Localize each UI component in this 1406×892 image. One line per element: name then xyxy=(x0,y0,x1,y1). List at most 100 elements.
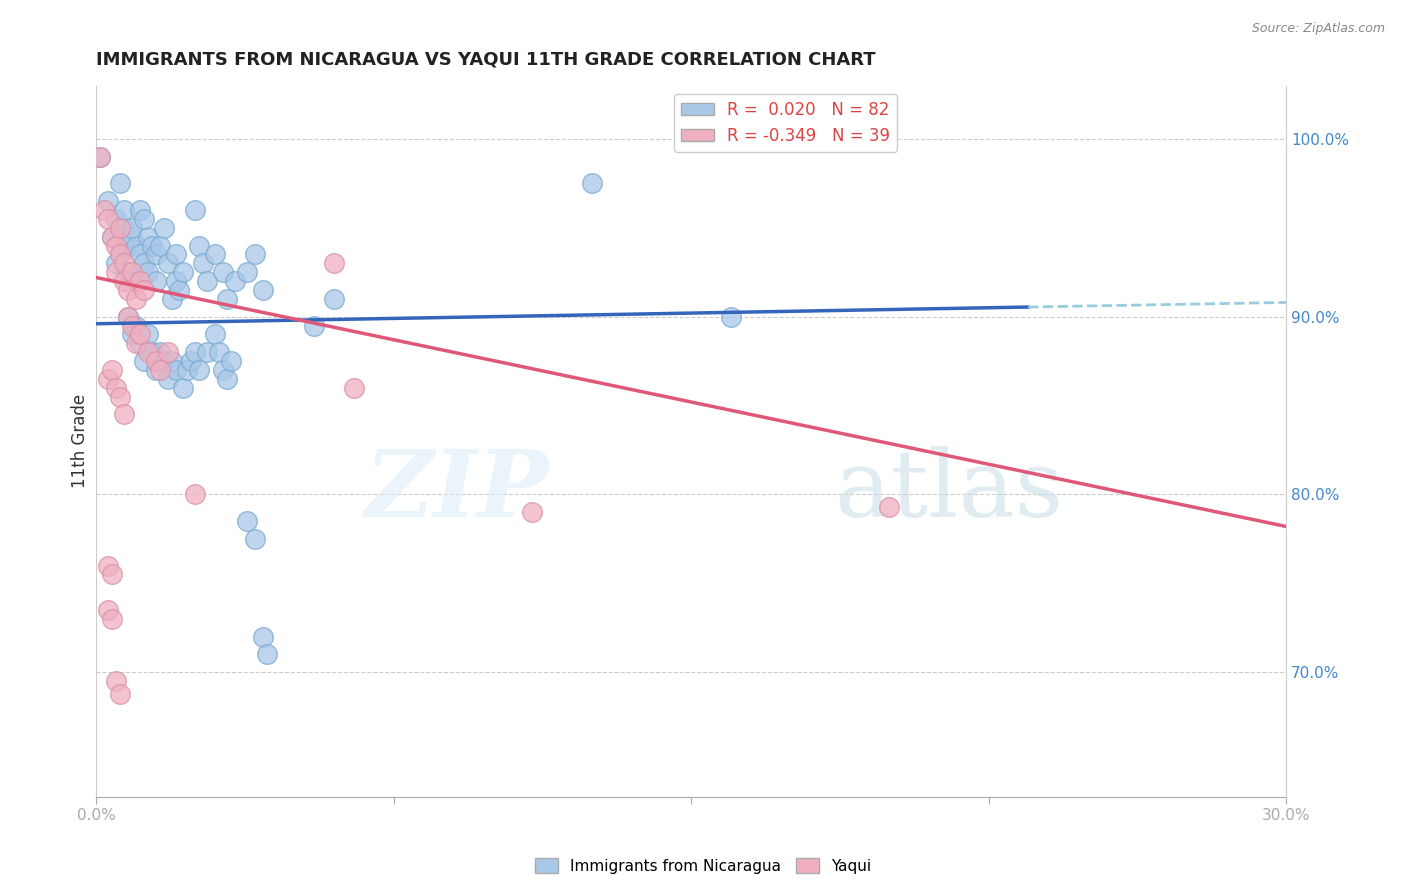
Point xyxy=(121,327,143,342)
Point xyxy=(149,238,172,252)
Point xyxy=(224,274,246,288)
Point xyxy=(121,265,143,279)
Point xyxy=(89,150,111,164)
Point xyxy=(145,247,167,261)
Point xyxy=(193,256,215,270)
Point xyxy=(105,211,128,226)
Point xyxy=(141,345,163,359)
Y-axis label: 11th Grade: 11th Grade xyxy=(72,394,89,488)
Point xyxy=(256,648,278,662)
Point xyxy=(581,176,603,190)
Point xyxy=(172,381,194,395)
Point xyxy=(236,514,259,528)
Point xyxy=(117,283,139,297)
Point xyxy=(145,354,167,368)
Point xyxy=(180,354,202,368)
Point xyxy=(121,220,143,235)
Point xyxy=(879,500,901,514)
Point xyxy=(112,256,135,270)
Point xyxy=(108,176,131,190)
Point xyxy=(304,318,326,333)
Point xyxy=(128,327,150,342)
Point xyxy=(97,211,120,226)
Point xyxy=(343,381,366,395)
Text: Source: ZipAtlas.com: Source: ZipAtlas.com xyxy=(1251,22,1385,36)
Point xyxy=(97,603,120,617)
Legend: R =  0.020   N = 82, R = -0.349   N = 39: R = 0.020 N = 82, R = -0.349 N = 39 xyxy=(673,94,897,152)
Point xyxy=(117,310,139,324)
Point xyxy=(188,363,211,377)
Point xyxy=(121,229,143,244)
Point xyxy=(101,229,124,244)
Point xyxy=(97,194,120,208)
Point xyxy=(243,532,266,546)
Point xyxy=(204,247,226,261)
Point xyxy=(160,354,183,368)
Point xyxy=(101,567,124,582)
Point xyxy=(149,363,172,377)
Point xyxy=(136,327,159,342)
Point xyxy=(156,256,179,270)
Point xyxy=(145,274,167,288)
Point xyxy=(152,220,174,235)
Point xyxy=(212,363,235,377)
Point xyxy=(323,256,346,270)
Point xyxy=(156,345,179,359)
Point xyxy=(125,238,148,252)
Point xyxy=(141,238,163,252)
Point xyxy=(101,612,124,626)
Point xyxy=(236,265,259,279)
Text: IMMIGRANTS FROM NICARAGUA VS YAQUI 11TH GRADE CORRELATION CHART: IMMIGRANTS FROM NICARAGUA VS YAQUI 11TH … xyxy=(96,51,876,69)
Point xyxy=(105,674,128,689)
Point xyxy=(132,211,155,226)
Point xyxy=(112,220,135,235)
Point xyxy=(136,265,159,279)
Point xyxy=(125,336,148,351)
Point xyxy=(108,247,131,261)
Point xyxy=(97,558,120,573)
Point xyxy=(128,274,150,288)
Point xyxy=(101,229,124,244)
Point xyxy=(125,292,148,306)
Point xyxy=(117,238,139,252)
Point xyxy=(184,202,207,217)
Point xyxy=(105,256,128,270)
Point xyxy=(215,292,238,306)
Point xyxy=(169,283,191,297)
Point xyxy=(117,310,139,324)
Point xyxy=(208,345,231,359)
Point xyxy=(125,318,148,333)
Point xyxy=(156,372,179,386)
Point xyxy=(323,292,346,306)
Point xyxy=(195,274,218,288)
Point xyxy=(160,292,183,306)
Point xyxy=(128,202,150,217)
Point xyxy=(112,274,135,288)
Point xyxy=(204,327,226,342)
Point xyxy=(184,345,207,359)
Legend: Immigrants from Nicaragua, Yaqui: Immigrants from Nicaragua, Yaqui xyxy=(529,852,877,880)
Point xyxy=(105,238,128,252)
Point xyxy=(176,363,198,377)
Point xyxy=(108,247,131,261)
Point xyxy=(105,381,128,395)
Text: ZIP: ZIP xyxy=(364,446,548,536)
Point xyxy=(108,390,131,404)
Point xyxy=(108,687,131,701)
Point xyxy=(219,354,242,368)
Point xyxy=(112,202,135,217)
Point xyxy=(152,354,174,368)
Point xyxy=(108,220,131,235)
Point xyxy=(89,150,111,164)
Point xyxy=(132,256,155,270)
Point xyxy=(117,265,139,279)
Text: atlas: atlas xyxy=(834,446,1063,536)
Point xyxy=(132,283,155,297)
Point xyxy=(522,505,544,519)
Point xyxy=(720,310,742,324)
Point xyxy=(105,265,128,279)
Point xyxy=(136,229,159,244)
Point xyxy=(125,274,148,288)
Point xyxy=(136,345,159,359)
Point xyxy=(97,372,120,386)
